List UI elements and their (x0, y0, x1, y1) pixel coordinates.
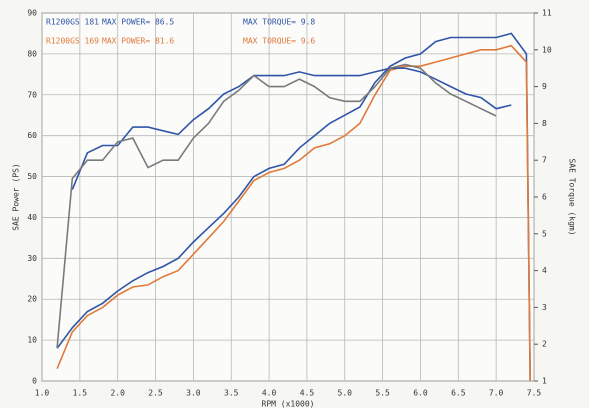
y2-tick-label: 3 (542, 303, 547, 312)
y2-tick-label: 4 (542, 266, 547, 275)
x-tick-label: 6.0 (413, 389, 428, 398)
y-tick-label: 60 (27, 131, 37, 140)
x-tick-label: 3.0 (186, 389, 201, 398)
y-axis-title: SAE Power (PS) (12, 163, 21, 230)
legend-torque: MAX TORQUE= 9.6 (243, 37, 315, 46)
y2-tick-label: 2 (542, 340, 547, 349)
y2-tick-label: 9 (542, 82, 547, 91)
y-tick-label: 70 (27, 90, 37, 99)
x-tick-label: 2.5 (148, 389, 163, 398)
x-tick-label: 6.5 (451, 389, 466, 398)
y2-tick-label: 6 (542, 193, 547, 202)
y2-tick-label: 10 (542, 45, 552, 54)
legend-name: R1200GS 181 (46, 18, 99, 27)
y-tick-label: 90 (27, 9, 37, 18)
legend-power: MAX POWER= 86.5 (102, 18, 174, 27)
data-line (56, 44, 531, 382)
x-tick-label: 7.5 (527, 389, 542, 398)
y-tick-label: 0 (32, 377, 37, 386)
y-tick-label: 20 (27, 295, 37, 304)
legend-power: MAX POWER= 81.6 (102, 37, 174, 46)
y-tick-label: 50 (27, 172, 37, 181)
x-tick-label: 2.0 (110, 389, 125, 398)
y-tick-label: 40 (27, 213, 37, 222)
x-tick-label: 1.0 (35, 389, 50, 398)
x-tick-label: 5.5 (375, 389, 390, 398)
legend-torque: MAX TORQUE= 9.8 (243, 18, 315, 27)
data-line (71, 67, 512, 190)
data-line (56, 32, 531, 382)
y2-axis-title: SAE Torque (kgm) (568, 158, 577, 235)
y2-tick-label: 8 (542, 119, 547, 128)
x-tick-label: 3.5 (224, 389, 239, 398)
y-tick-label: 10 (27, 336, 37, 345)
x-tick-label: 4.0 (262, 389, 277, 398)
x-tick-label: 4.5 (300, 389, 315, 398)
y2-tick-label: 5 (542, 229, 547, 238)
legend-name: R1200GS 169 (46, 37, 99, 46)
x-tick-label: 1.5 (73, 389, 88, 398)
x-axis-title: RPM (x1000) (262, 400, 315, 408)
y2-tick-label: 7 (542, 156, 547, 165)
y2-tick-label: 1 (542, 377, 547, 386)
y-tick-label: 30 (27, 254, 37, 263)
x-tick-label: 5.0 (338, 389, 353, 398)
x-tick-label: 7.0 (489, 389, 504, 398)
data-line (56, 63, 497, 348)
y-tick-label: 80 (27, 49, 37, 58)
y2-tick-label: 11 (542, 9, 552, 18)
plot-area (41, 12, 535, 382)
